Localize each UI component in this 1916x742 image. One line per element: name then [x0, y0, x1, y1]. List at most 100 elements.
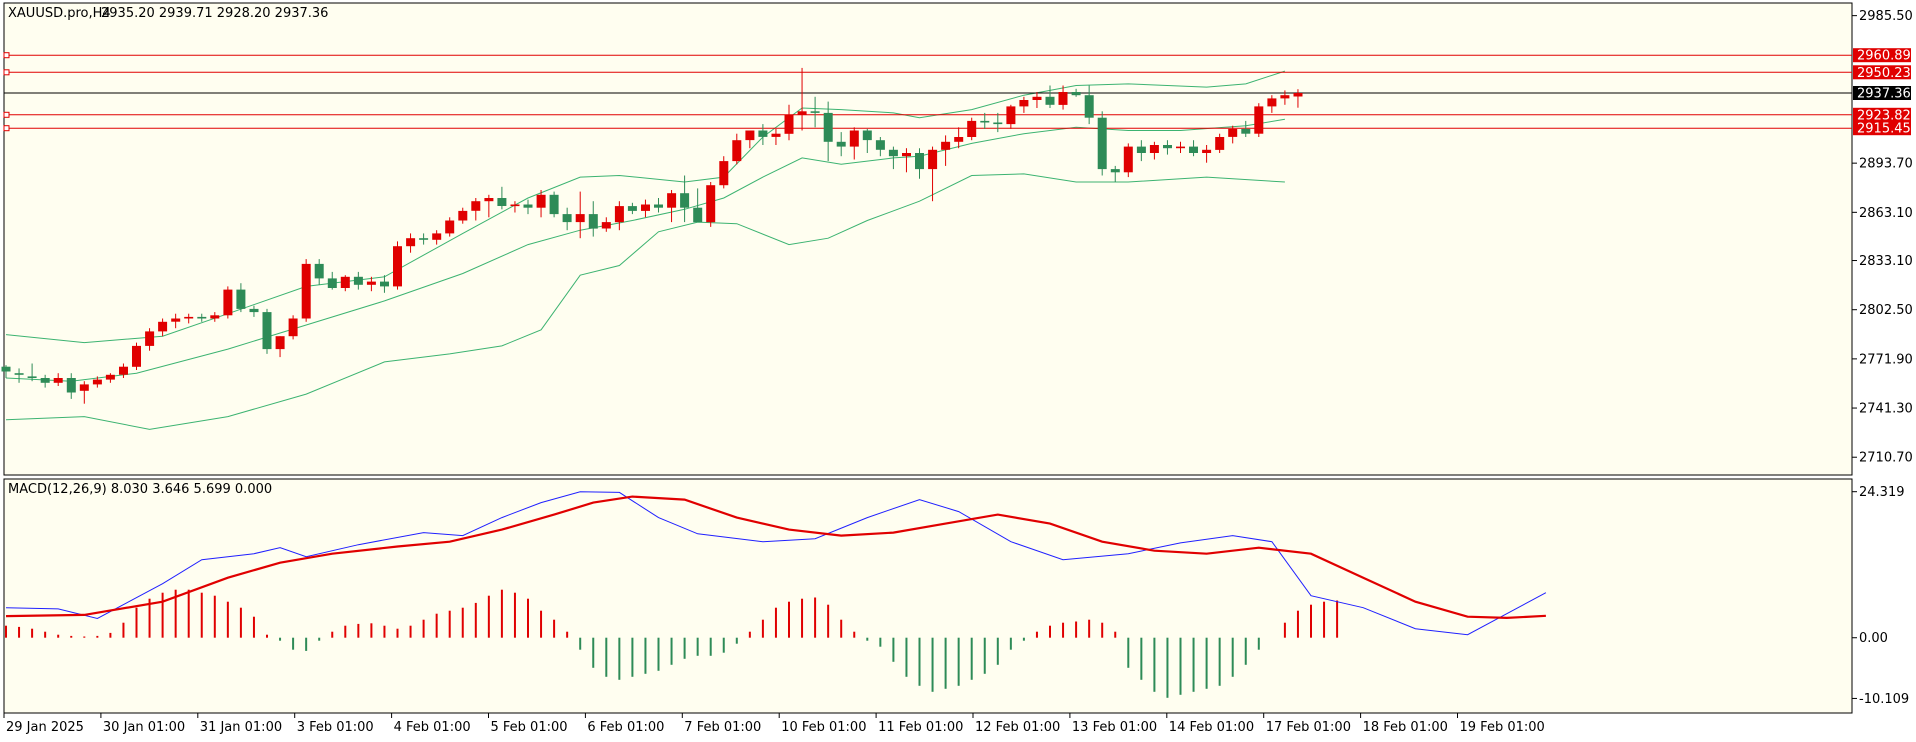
candle-body: [184, 316, 194, 319]
price-tick-label: 2802.50: [1859, 303, 1913, 318]
time-tick-label: 5 Feb 01:00: [491, 720, 568, 735]
price-tick-label: 2985.50: [1859, 9, 1913, 24]
candle-body: [1241, 128, 1251, 134]
time-tick-label: 29 Jan 2025: [6, 720, 84, 735]
time-tick-label: 13 Feb 01:00: [1072, 720, 1157, 735]
time-axis: 29 Jan 2025 30 Jan 01:00 31 Jan 01:00 3 Feb…: [3, 713, 1545, 735]
time-tick-label: 18 Feb 01:00: [1363, 720, 1448, 735]
candle-body: [1149, 145, 1159, 153]
candle-body: [327, 278, 337, 288]
candle-body: [1045, 96, 1055, 105]
candle-body: [993, 122, 1003, 125]
price-tick-label: 2771.90: [1859, 352, 1913, 367]
candle-body: [301, 263, 311, 319]
candle-body: [249, 308, 259, 313]
candle-body: [158, 321, 168, 332]
macd-tick-label: -10.109: [1859, 692, 1909, 707]
price-tick-label: 2893.70: [1859, 157, 1913, 172]
candle-body: [549, 194, 559, 215]
candle-body: [562, 214, 572, 223]
level-label-box: [1853, 107, 1911, 122]
candle-body: [1293, 93, 1303, 97]
candle-body: [1267, 98, 1277, 107]
candle-body: [132, 345, 141, 367]
candle-body: [314, 263, 324, 279]
candle-body: [497, 198, 507, 206]
candle-body: [849, 130, 859, 147]
candle-body: [1019, 100, 1029, 107]
macd-line: [5, 491, 1547, 636]
candle-body: [223, 289, 233, 316]
candle-body: [1006, 106, 1016, 125]
time-tick-label: 30 Jan 01:00: [103, 720, 185, 735]
candle-body: [275, 336, 285, 350]
candle-body: [510, 204, 520, 207]
candle-body: [353, 276, 363, 285]
candle-body: [862, 130, 872, 141]
level-label-box: [1853, 65, 1911, 80]
price-axis: 2985.50 2893.70 2863.10 2833.10 2802.50 2771.…: [1852, 9, 1913, 466]
macd-panel[interactable]: [3, 478, 1853, 714]
time-tick-label: 31 Jan 01:00: [200, 720, 282, 735]
candle-body: [627, 206, 637, 211]
candle-body: [1202, 149, 1212, 153]
level-handle-2950.23: [3, 69, 10, 76]
candle-body: [458, 210, 468, 221]
macd-tick-label: 0.00: [1859, 631, 1888, 646]
price-panel[interactable]: [3, 2, 1853, 476]
candle-body: [536, 194, 546, 208]
time-tick-label: 4 Feb 01:00: [394, 720, 471, 735]
candle-body: [393, 246, 402, 287]
candle-body: [758, 130, 768, 137]
candle-body: [66, 378, 76, 393]
time-tick-label: 17 Feb 01:00: [1266, 720, 1351, 735]
time-tick-label: 10 Feb 01:00: [781, 720, 866, 735]
macd-header: MACD(12,26,9) 8.030 3.646 5.699 0.000: [8, 482, 272, 497]
candle-body: [27, 376, 37, 378]
candle-body: [92, 379, 102, 385]
candle-body: [1280, 95, 1290, 99]
candle-body: [693, 207, 703, 223]
level-label-box: [1853, 48, 1911, 63]
candle-body: [967, 120, 977, 137]
candle-body: [105, 374, 115, 380]
candle-body: [1110, 169, 1120, 173]
candle-body: [941, 141, 951, 150]
candle-body: [484, 198, 494, 202]
time-tick-label: 14 Feb 01:00: [1169, 720, 1254, 735]
candle-body: [784, 114, 794, 134]
candle-body: [588, 214, 598, 229]
candle-body: [432, 233, 442, 240]
candle-body: [1, 366, 11, 372]
candle-body: [445, 220, 455, 234]
time-tick-label: 3 Feb 01:00: [297, 720, 374, 735]
candle-body: [1215, 137, 1225, 150]
candle-body: [823, 112, 833, 142]
candle-body: [719, 161, 729, 186]
candle-body: [288, 318, 298, 337]
candle-body: [523, 204, 533, 208]
candle-body: [262, 312, 272, 350]
candle-body: [601, 222, 611, 229]
candle-body: [1097, 117, 1107, 170]
candle-body: [980, 120, 990, 123]
level-label-box: [1853, 86, 1911, 100]
candle-body: [1084, 95, 1094, 118]
macd-plot: [5, 491, 1547, 698]
candle-body: [771, 133, 781, 137]
candle-body: [614, 206, 624, 223]
candle-body: [366, 281, 376, 285]
candle-body: [810, 111, 820, 113]
candle-body: [680, 193, 690, 208]
level-handle-2923.82: [3, 111, 10, 118]
candle-body: [1032, 96, 1042, 100]
candle-body: [875, 140, 885, 150]
horizontal-levels: [3, 52, 1852, 132]
candle-body: [197, 316, 207, 319]
price-tick-label: 2863.10: [1859, 206, 1913, 221]
candle-body: [79, 384, 89, 391]
candle-body: [1136, 146, 1146, 153]
candle-body: [1228, 128, 1238, 137]
candle-body: [706, 185, 716, 223]
